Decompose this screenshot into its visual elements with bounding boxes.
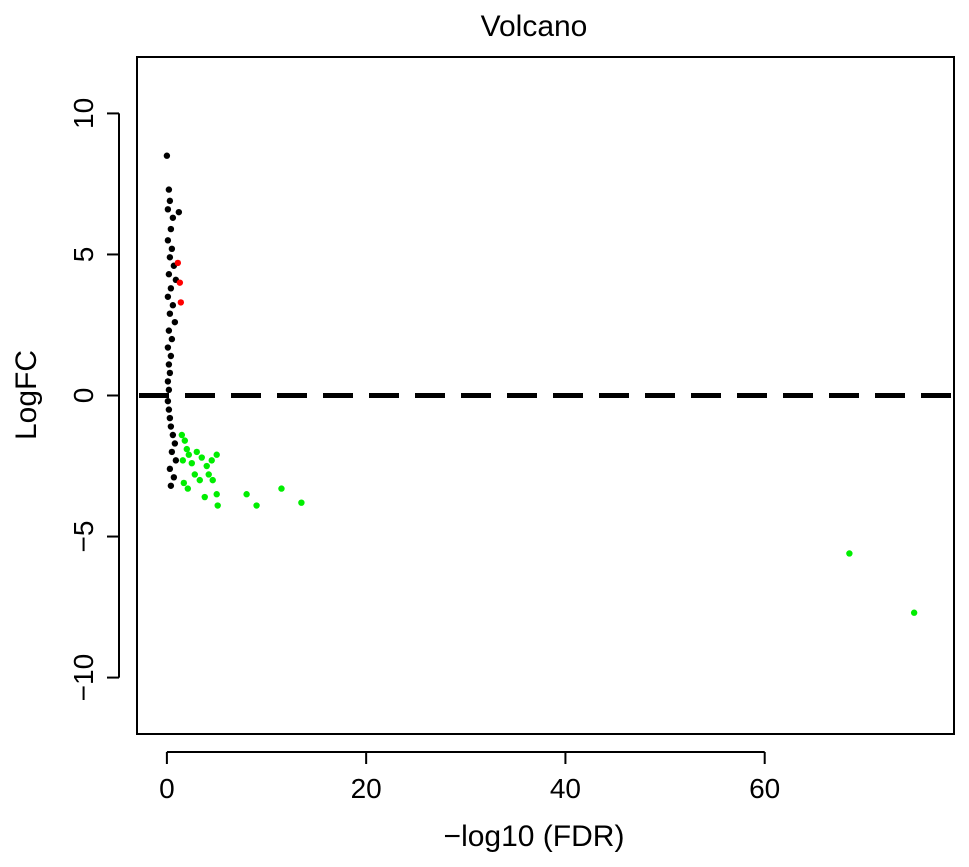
data-point [205, 471, 212, 478]
data-point [213, 451, 220, 458]
data-point [208, 457, 215, 464]
data-point [278, 485, 285, 492]
y-tick-label: −10 [68, 654, 99, 702]
data-point [164, 378, 172, 385]
data-point [166, 414, 174, 422]
y-tick-label: 10 [68, 98, 99, 129]
x-axis: 0 20 40 60 [159, 751, 780, 804]
data-point [172, 457, 180, 464]
x-tick-label: 40 [550, 773, 581, 804]
data-point [167, 423, 175, 430]
data-point [253, 502, 260, 509]
data-point [164, 397, 172, 405]
y-axis: −10 −5 0 5 10 [68, 98, 120, 702]
x-tick-label: 60 [749, 773, 780, 804]
data-point [214, 502, 221, 509]
data-point [178, 431, 186, 439]
data-point [193, 448, 200, 456]
data-point [213, 491, 220, 498]
x-axis-label: −log10 (FDR) [444, 820, 625, 853]
data-point [165, 327, 173, 334]
data-point [171, 318, 179, 326]
data-point [175, 208, 183, 216]
data-point [164, 344, 172, 351]
data-point [165, 186, 173, 193]
data-point [183, 445, 191, 453]
data-point [164, 293, 172, 300]
data-point [185, 451, 193, 458]
data-point [166, 465, 174, 473]
data-point [163, 152, 171, 159]
data-point [164, 237, 172, 244]
data-point [166, 369, 174, 377]
data-point [177, 299, 185, 306]
data-point [168, 335, 176, 343]
data-point [166, 254, 174, 261]
data-point [168, 448, 176, 456]
data-point [165, 271, 173, 278]
data-point [184, 485, 192, 492]
data-point [169, 431, 177, 439]
data-point [164, 206, 172, 213]
data-point [201, 493, 208, 501]
data-point [165, 386, 173, 394]
data-point [198, 454, 205, 461]
data-point [191, 471, 198, 478]
data-point [168, 245, 176, 253]
x-tick-label: 0 [159, 773, 175, 804]
data-point [169, 214, 177, 221]
data-point [169, 302, 177, 309]
data-point [196, 476, 203, 484]
y-tick-label: 0 [68, 388, 99, 404]
data-point [171, 440, 179, 447]
data-point [165, 406, 173, 413]
data-point [167, 285, 175, 292]
y-tick-label: 5 [68, 247, 99, 263]
data-point [167, 482, 175, 489]
y-tick-label: −5 [68, 521, 99, 553]
data-point [170, 474, 178, 481]
data-point [180, 479, 188, 487]
data-point [166, 310, 174, 317]
data-point [188, 460, 195, 467]
data-point [176, 279, 184, 286]
data-point [167, 352, 175, 360]
data-point [209, 476, 216, 484]
data-point [298, 499, 305, 506]
data-point [243, 491, 250, 498]
data-point [846, 550, 853, 557]
data-point [181, 437, 189, 444]
data-point [179, 457, 187, 464]
y-axis-label: LogFC [10, 350, 43, 440]
x-tick-label: 20 [351, 773, 382, 804]
data-point [165, 361, 173, 368]
data-point [166, 197, 174, 205]
data-point [910, 609, 918, 616]
chart-title: Volcano [481, 10, 588, 43]
data-point [167, 225, 175, 233]
plot-frame [136, 56, 955, 735]
data-points [163, 152, 918, 616]
data-point [174, 259, 182, 267]
data-point [203, 462, 210, 470]
